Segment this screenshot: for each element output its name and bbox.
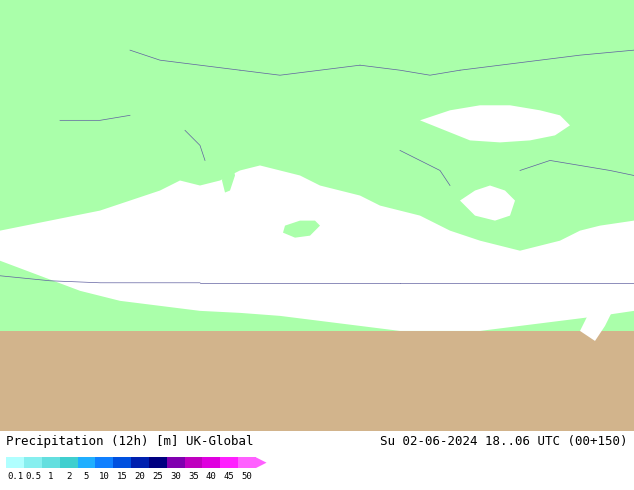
Polygon shape — [283, 220, 320, 238]
Polygon shape — [460, 186, 515, 220]
Polygon shape — [0, 166, 634, 331]
Bar — [60, 457, 77, 468]
Text: 30: 30 — [171, 472, 181, 481]
Text: 5: 5 — [84, 472, 89, 481]
Text: 45: 45 — [224, 472, 235, 481]
Polygon shape — [530, 225, 555, 237]
Polygon shape — [580, 220, 634, 341]
Polygon shape — [234, 141, 242, 169]
Bar — [24, 457, 42, 468]
Bar — [42, 457, 60, 468]
Polygon shape — [256, 457, 266, 468]
Text: Precipitation (12h) [m] UK-Global: Precipitation (12h) [m] UK-Global — [6, 435, 254, 447]
Text: 25: 25 — [152, 472, 163, 481]
Text: 10: 10 — [99, 472, 110, 481]
Bar — [96, 457, 113, 468]
Text: 1: 1 — [48, 472, 54, 481]
Polygon shape — [222, 155, 235, 193]
Bar — [0, 331, 634, 431]
Text: 0.1: 0.1 — [7, 472, 23, 481]
Bar — [167, 457, 184, 468]
Polygon shape — [420, 105, 570, 143]
Bar — [202, 457, 220, 468]
Text: 2: 2 — [66, 472, 72, 481]
Bar — [113, 457, 131, 468]
Bar — [77, 457, 96, 468]
Bar — [131, 457, 149, 468]
Bar — [149, 457, 167, 468]
Text: Su 02-06-2024 18..06 UTC (00+150): Su 02-06-2024 18..06 UTC (00+150) — [380, 435, 628, 447]
Bar — [184, 457, 202, 468]
Text: 20: 20 — [134, 472, 145, 481]
Bar — [238, 457, 256, 468]
Text: 50: 50 — [242, 472, 252, 481]
Bar — [6, 457, 24, 468]
Text: 40: 40 — [206, 472, 217, 481]
Text: 15: 15 — [117, 472, 127, 481]
Text: 35: 35 — [188, 472, 199, 481]
Text: 0.5: 0.5 — [25, 472, 41, 481]
Bar — [220, 457, 238, 468]
